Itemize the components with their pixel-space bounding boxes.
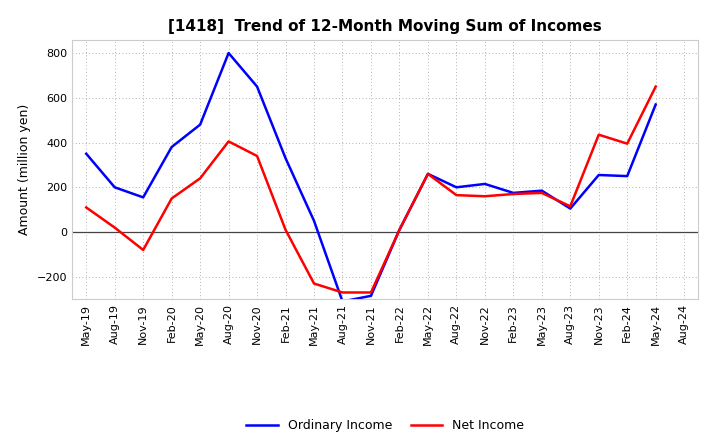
Ordinary Income — [167, 144, 176, 150]
Ordinary Income — [338, 299, 347, 304]
Net Income — [537, 190, 546, 195]
Ordinary Income — [310, 218, 318, 224]
Title: [1418]  Trend of 12-Month Moving Sum of Incomes: [1418] Trend of 12-Month Moving Sum of I… — [168, 19, 602, 34]
Ordinary Income — [652, 102, 660, 107]
Legend: Ordinary Income, Net Income: Ordinary Income, Net Income — [241, 414, 529, 437]
Net Income — [395, 227, 404, 232]
Net Income — [310, 281, 318, 286]
Net Income — [167, 196, 176, 201]
Net Income — [253, 153, 261, 158]
Net Income — [196, 176, 204, 181]
Net Income — [652, 84, 660, 89]
Net Income — [566, 204, 575, 209]
Net Income — [595, 132, 603, 137]
Line: Ordinary Income: Ordinary Income — [86, 53, 656, 301]
Net Income — [110, 225, 119, 230]
Ordinary Income — [225, 51, 233, 56]
Ordinary Income — [110, 185, 119, 190]
Net Income — [225, 139, 233, 144]
Y-axis label: Amount (million yen): Amount (million yen) — [18, 104, 31, 235]
Ordinary Income — [282, 156, 290, 161]
Net Income — [82, 205, 91, 210]
Ordinary Income — [196, 122, 204, 127]
Net Income — [623, 141, 631, 147]
Net Income — [423, 171, 432, 176]
Net Income — [139, 247, 148, 253]
Ordinary Income — [139, 195, 148, 200]
Net Income — [452, 192, 461, 198]
Ordinary Income — [395, 227, 404, 232]
Ordinary Income — [423, 171, 432, 176]
Net Income — [480, 194, 489, 199]
Net Income — [509, 191, 518, 197]
Ordinary Income — [595, 172, 603, 178]
Ordinary Income — [623, 173, 631, 179]
Ordinary Income — [82, 151, 91, 156]
Net Income — [366, 290, 375, 295]
Ordinary Income — [366, 293, 375, 298]
Ordinary Income — [566, 206, 575, 211]
Ordinary Income — [509, 190, 518, 195]
Net Income — [282, 227, 290, 232]
Ordinary Income — [253, 84, 261, 89]
Ordinary Income — [537, 188, 546, 193]
Ordinary Income — [480, 181, 489, 187]
Line: Net Income: Net Income — [86, 87, 656, 293]
Ordinary Income — [452, 185, 461, 190]
Net Income — [338, 290, 347, 295]
